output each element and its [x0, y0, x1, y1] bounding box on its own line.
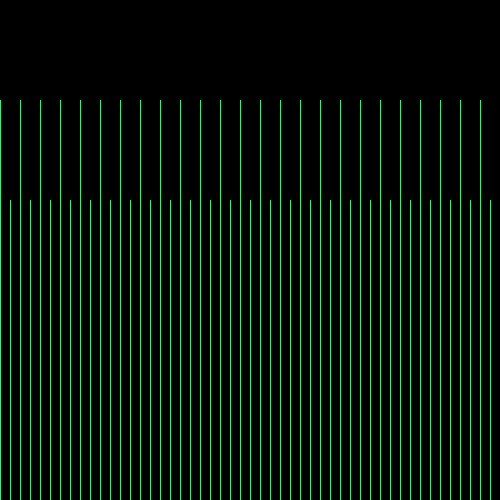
vertical-line-lower	[350, 200, 351, 500]
vertical-line-full	[300, 100, 301, 500]
vertical-line-lower	[110, 200, 111, 500]
vertical-line-lower	[230, 200, 231, 500]
vertical-line-lower	[310, 200, 311, 500]
vertical-line-full	[20, 100, 21, 500]
vertical-line-full	[420, 100, 421, 500]
vertical-line-full	[320, 100, 321, 500]
vertical-line-lower	[10, 200, 11, 500]
vertical-line-lower	[50, 200, 51, 500]
vertical-line-full	[200, 100, 201, 500]
vertical-line-full	[440, 100, 441, 500]
vertical-line-full	[220, 100, 221, 500]
vertical-line-full	[180, 100, 181, 500]
vertical-line-lower	[170, 200, 171, 500]
vertical-line-full	[400, 100, 401, 500]
vertical-line-lower	[430, 200, 431, 500]
vertical-line-full	[360, 100, 361, 500]
vertical-line-lower	[90, 200, 91, 500]
vertical-line-lower	[130, 200, 131, 500]
vertical-line-full	[160, 100, 161, 500]
vertical-line-lower	[70, 200, 71, 500]
vertical-line-lower	[290, 200, 291, 500]
vertical-line-lower	[210, 200, 211, 500]
vertical-line-full	[60, 100, 61, 500]
vertical-line-lower	[470, 200, 471, 500]
vertical-line-lower	[490, 200, 491, 500]
vertical-line-lower	[30, 200, 31, 500]
vertical-line-lower	[330, 200, 331, 500]
vertical-line-full	[40, 100, 41, 500]
vertical-line-full	[140, 100, 141, 500]
vertical-line-full	[480, 100, 481, 500]
vertical-line-lower	[390, 200, 391, 500]
vertical-line-lower	[450, 200, 451, 500]
vertical-line-lower	[270, 200, 271, 500]
vertical-line-full	[120, 100, 121, 500]
vertical-line-full	[80, 100, 81, 500]
vertical-line-lower	[190, 200, 191, 500]
vertical-line-full	[380, 100, 381, 500]
vertical-line-full	[260, 100, 261, 500]
vertical-line-lower	[150, 200, 151, 500]
vertical-line-full	[0, 100, 1, 500]
vertical-line-full	[340, 100, 341, 500]
vertical-line-full	[240, 100, 241, 500]
vertical-line-full	[100, 100, 101, 500]
vertical-line-lower	[250, 200, 251, 500]
vertical-line-full	[460, 100, 461, 500]
vertical-line-full	[280, 100, 281, 500]
vertical-line-lower	[410, 200, 411, 500]
vertical-line-lower	[370, 200, 371, 500]
